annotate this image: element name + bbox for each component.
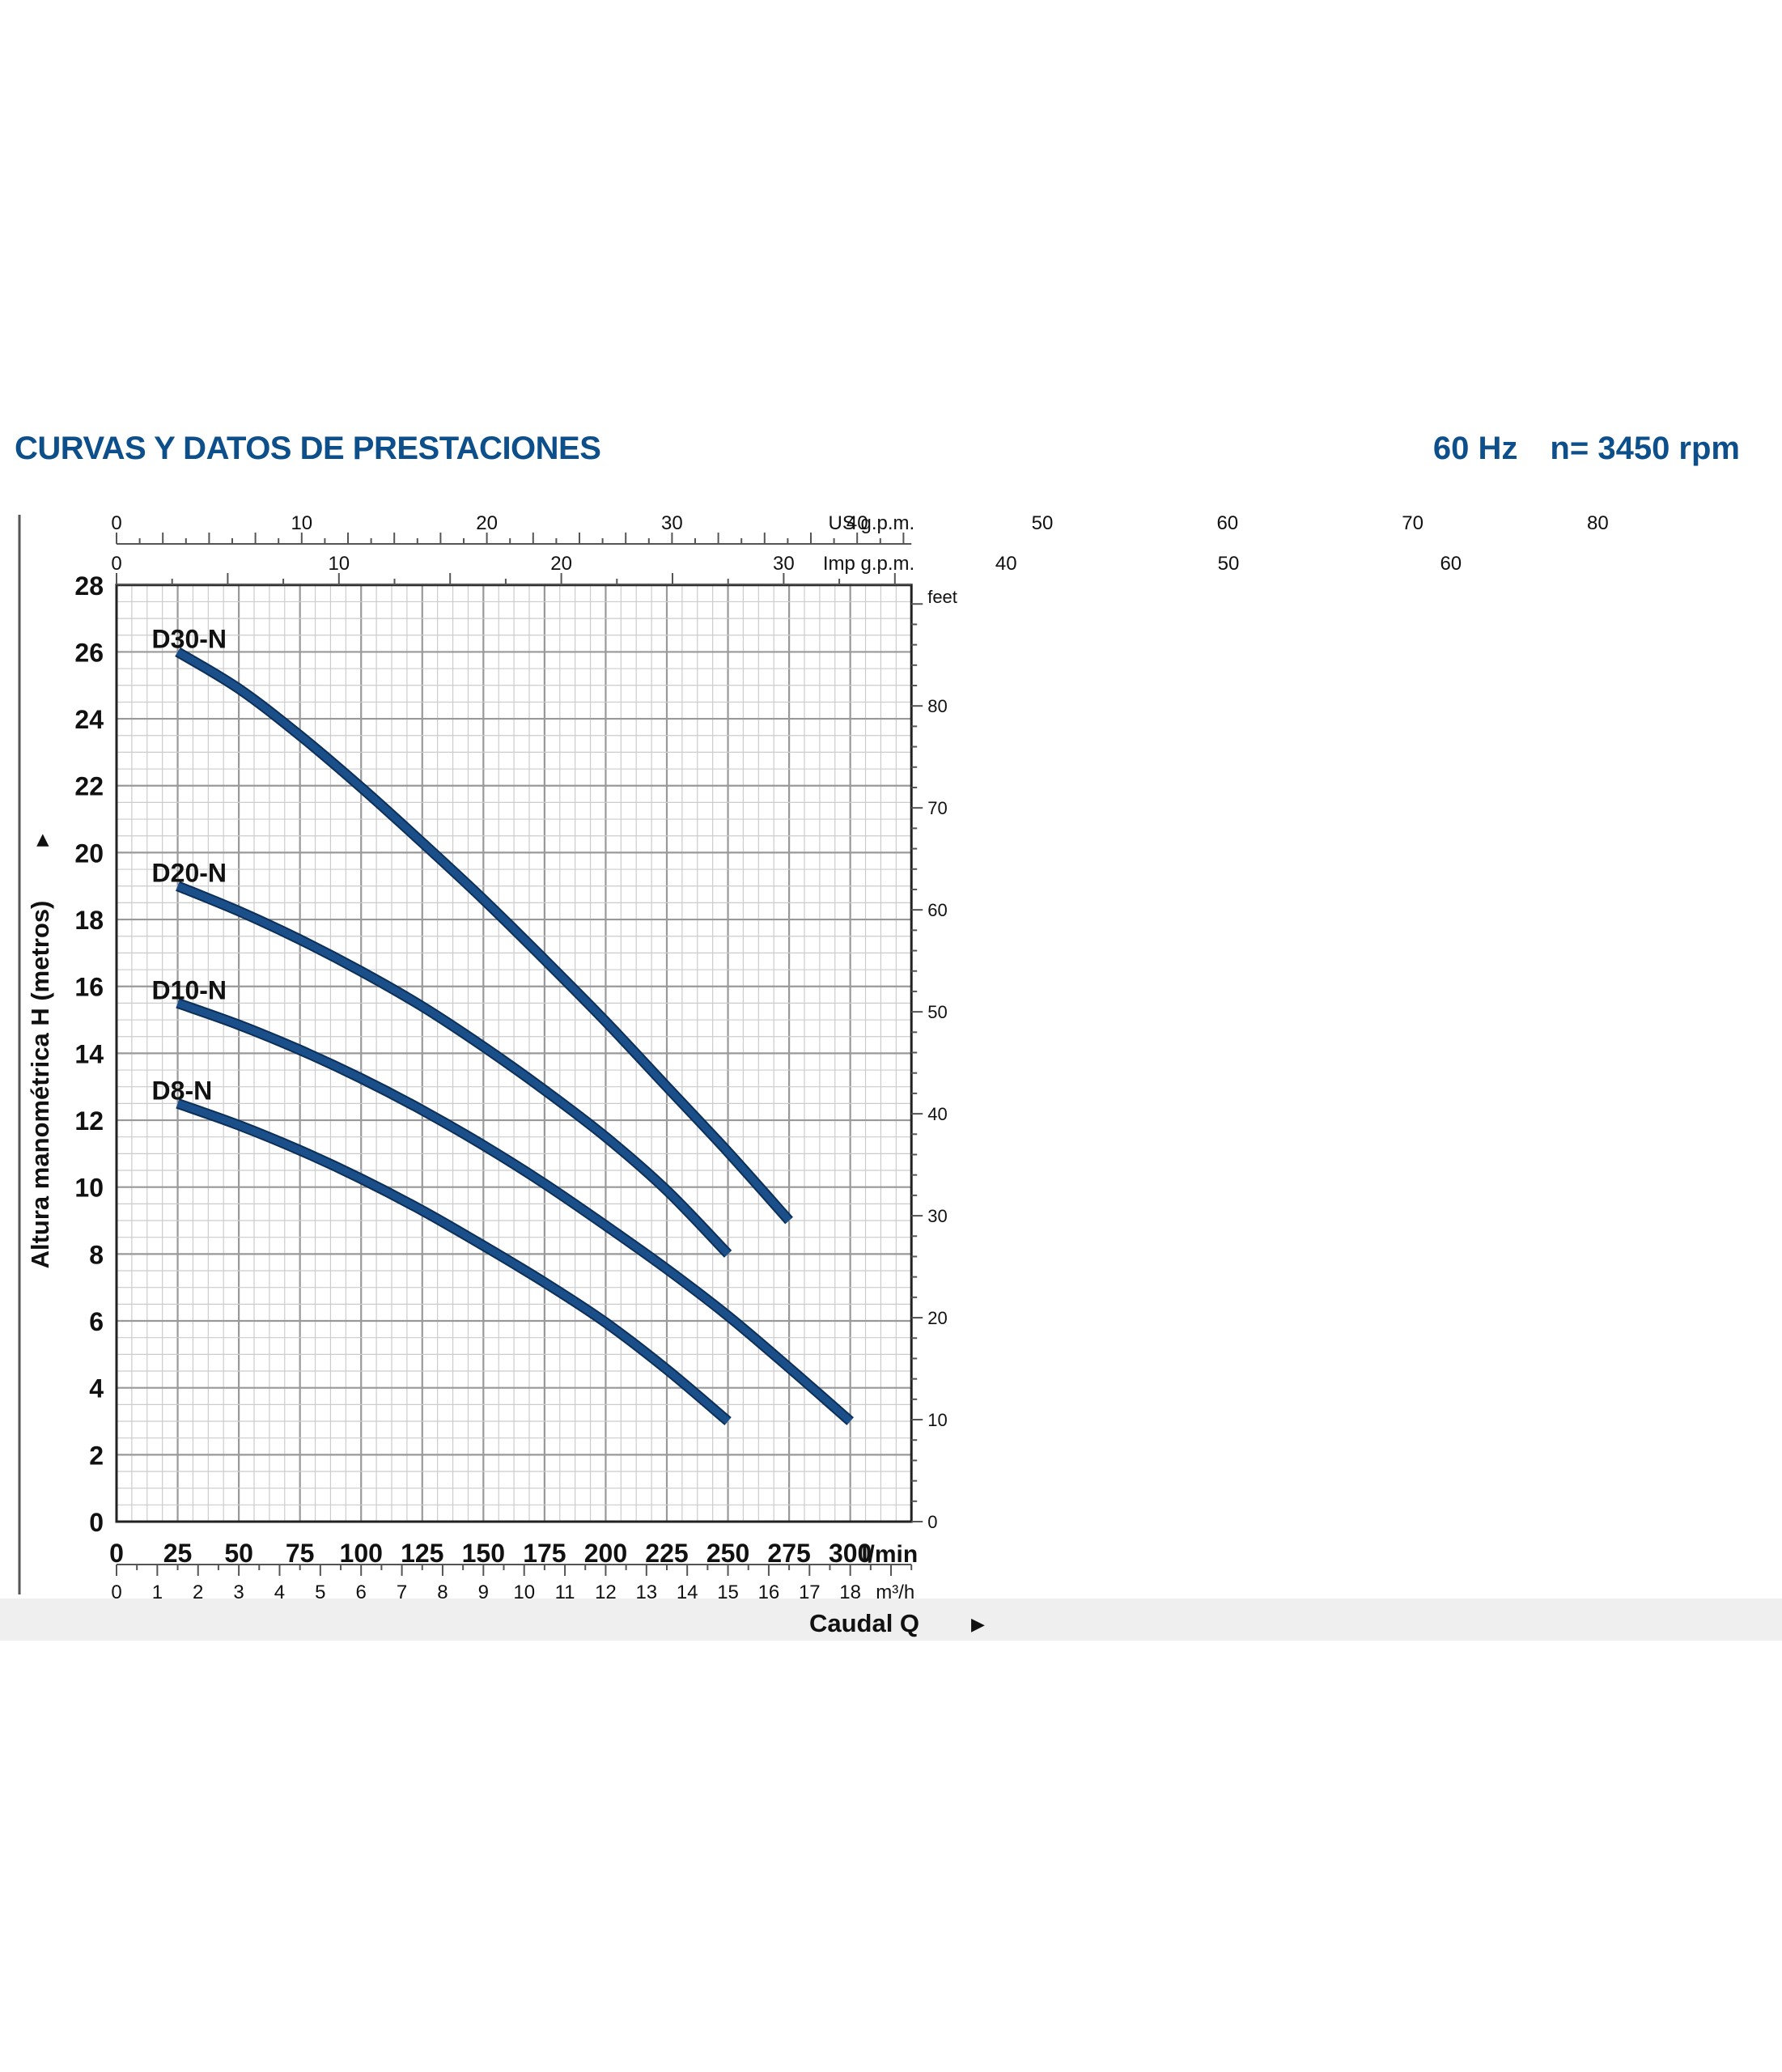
- us-gpm-tick-label: 10: [291, 512, 312, 534]
- m3h-tick-label: 8: [437, 1582, 448, 1603]
- x-tick-label: 150: [462, 1539, 505, 1568]
- us-gpm-unit-label: US g.p.m.: [829, 512, 915, 534]
- x-tick-label: 50: [224, 1539, 253, 1568]
- y-tick-label: 4: [89, 1374, 104, 1403]
- m3h-tick-label: 13: [635, 1582, 657, 1603]
- y-tick-label: 26: [74, 638, 104, 667]
- y-tick-label: 2: [89, 1441, 104, 1470]
- y-tick-label: 10: [74, 1174, 104, 1203]
- y-tick-label: 8: [89, 1240, 104, 1269]
- us-gpm-tick-label: 60: [1216, 512, 1238, 534]
- us-gpm-tick-label: 40: [846, 512, 868, 534]
- imp-gpm-tick-label: 40: [995, 553, 1017, 575]
- m3h-tick-label: 16: [758, 1582, 780, 1603]
- imp-gpm-tick-label: 10: [328, 553, 350, 575]
- x-tick-label: 250: [706, 1539, 749, 1568]
- m3h-tick-label: 12: [595, 1582, 617, 1603]
- us-gpm-tick-label: 20: [476, 512, 498, 534]
- y-tick-label: 12: [74, 1106, 104, 1136]
- y-axis-title: Altura manométrica H (metros): [26, 901, 54, 1269]
- imp-gpm-tick-label: 20: [550, 553, 572, 575]
- x-tick-label: 25: [163, 1539, 193, 1568]
- imp-gpm-tick-label: 50: [1218, 553, 1240, 575]
- feet-tick-label: 40: [927, 1104, 947, 1124]
- speed-label: n= 3450 rpm: [1550, 431, 1740, 466]
- us-gpm-tick-label: 30: [661, 512, 683, 534]
- imp-gpm-tick-label: 0: [111, 553, 121, 575]
- feet-tick-label: 30: [927, 1206, 947, 1226]
- x-unit-label: l/min: [861, 1541, 918, 1568]
- imp-gpm-tick-label: 30: [773, 553, 795, 575]
- x-tick-label: 225: [645, 1539, 688, 1568]
- x-tick-label: 0: [109, 1539, 124, 1568]
- series-label-d20-n: D20-N: [152, 859, 227, 888]
- x-axis-title-arrow: ▶: [971, 1614, 985, 1634]
- curve-d10-n: [176, 1000, 853, 1424]
- m3h-tick-label: 4: [274, 1582, 285, 1603]
- chart-series: D30-N D20-N D10-N D8-N: [152, 624, 854, 1425]
- m3h-tick-label: 7: [397, 1582, 407, 1603]
- x-tick-label: 125: [401, 1539, 443, 1568]
- imp-gpm-unit-label: Imp g.p.m.: [823, 553, 914, 575]
- y-tick-label: 0: [89, 1508, 104, 1537]
- series-label-d8-n: D8-N: [152, 1076, 213, 1105]
- y-tick-label: 6: [89, 1307, 104, 1336]
- feet-tick-label: 20: [927, 1308, 947, 1328]
- feet-tick-label: 60: [927, 900, 947, 920]
- feet-tick-label: 0: [927, 1512, 937, 1532]
- m3h-tick-label: 5: [315, 1582, 325, 1603]
- m3h-tick-label: 10: [513, 1582, 535, 1603]
- feet-tick-label: 70: [927, 798, 947, 818]
- y-tick-label: 20: [74, 839, 104, 868]
- m3h-tick-label: 17: [799, 1582, 821, 1603]
- x-tick-label: 175: [523, 1539, 566, 1568]
- m3h-tick-label: 11: [555, 1582, 575, 1603]
- x-axis-title: Caudal Q: [809, 1609, 919, 1637]
- y-tick-label: 18: [74, 906, 104, 935]
- us-gpm-tick-label: 50: [1032, 512, 1054, 534]
- chart-title: CURVAS Y DATOS DE PRESTACIONES: [15, 431, 601, 466]
- m3h-tick-label: 1: [152, 1582, 163, 1603]
- footer-band: [0, 1599, 1782, 1641]
- us-gpm-tick-label: 0: [111, 512, 121, 534]
- m3h-tick-label: 15: [717, 1582, 739, 1603]
- operating-conditions: 60 Hz n= 3450 rpm: [1433, 431, 1740, 467]
- chart-grid: [115, 584, 913, 1523]
- m3h-tick-label: 18: [839, 1582, 861, 1603]
- x-tick-label: 75: [286, 1539, 315, 1568]
- m3h-tick-label: 3: [233, 1582, 244, 1603]
- frequency-label: 60 Hz: [1432, 431, 1518, 466]
- y-tick-label: 14: [74, 1039, 104, 1068]
- m3h-unit-label: m³/h: [876, 1582, 914, 1603]
- us-gpm-tick-label: 80: [1587, 512, 1609, 534]
- x-tick-label: 200: [584, 1539, 627, 1568]
- feet-tick-label: 80: [927, 696, 947, 716]
- curve-d30-n: [176, 648, 792, 1224]
- series-label-d30-n: D30-N: [152, 624, 227, 653]
- us-gpm-tick-label: 70: [1402, 512, 1423, 534]
- y-tick-label: 24: [74, 705, 104, 734]
- x-tick-label: 100: [340, 1539, 383, 1568]
- series-label-d10-n: D10-N: [152, 975, 227, 1004]
- y-axis-title-arrow: ▶: [33, 834, 51, 847]
- curve-d20-n: [176, 882, 731, 1257]
- m3h-tick-label: 0: [111, 1582, 121, 1603]
- y-tick-label: 22: [74, 772, 104, 801]
- feet-tick-label: 10: [927, 1410, 947, 1430]
- x-tick-label: 300: [829, 1539, 872, 1568]
- y-tick-label: 16: [74, 973, 104, 1002]
- m3h-tick-label: 2: [193, 1582, 203, 1603]
- feet-tick-label: 50: [927, 1002, 947, 1022]
- y-tick-label: 28: [74, 571, 104, 601]
- curve-d8-n: [176, 1100, 731, 1424]
- m3h-tick-label: 6: [356, 1582, 367, 1603]
- feet-unit-label: feet: [927, 587, 957, 607]
- m3h-tick-label: 14: [677, 1582, 698, 1603]
- imp-gpm-tick-label: 60: [1440, 553, 1462, 575]
- m3h-tick-label: 9: [478, 1582, 489, 1603]
- x-tick-label: 275: [767, 1539, 810, 1568]
